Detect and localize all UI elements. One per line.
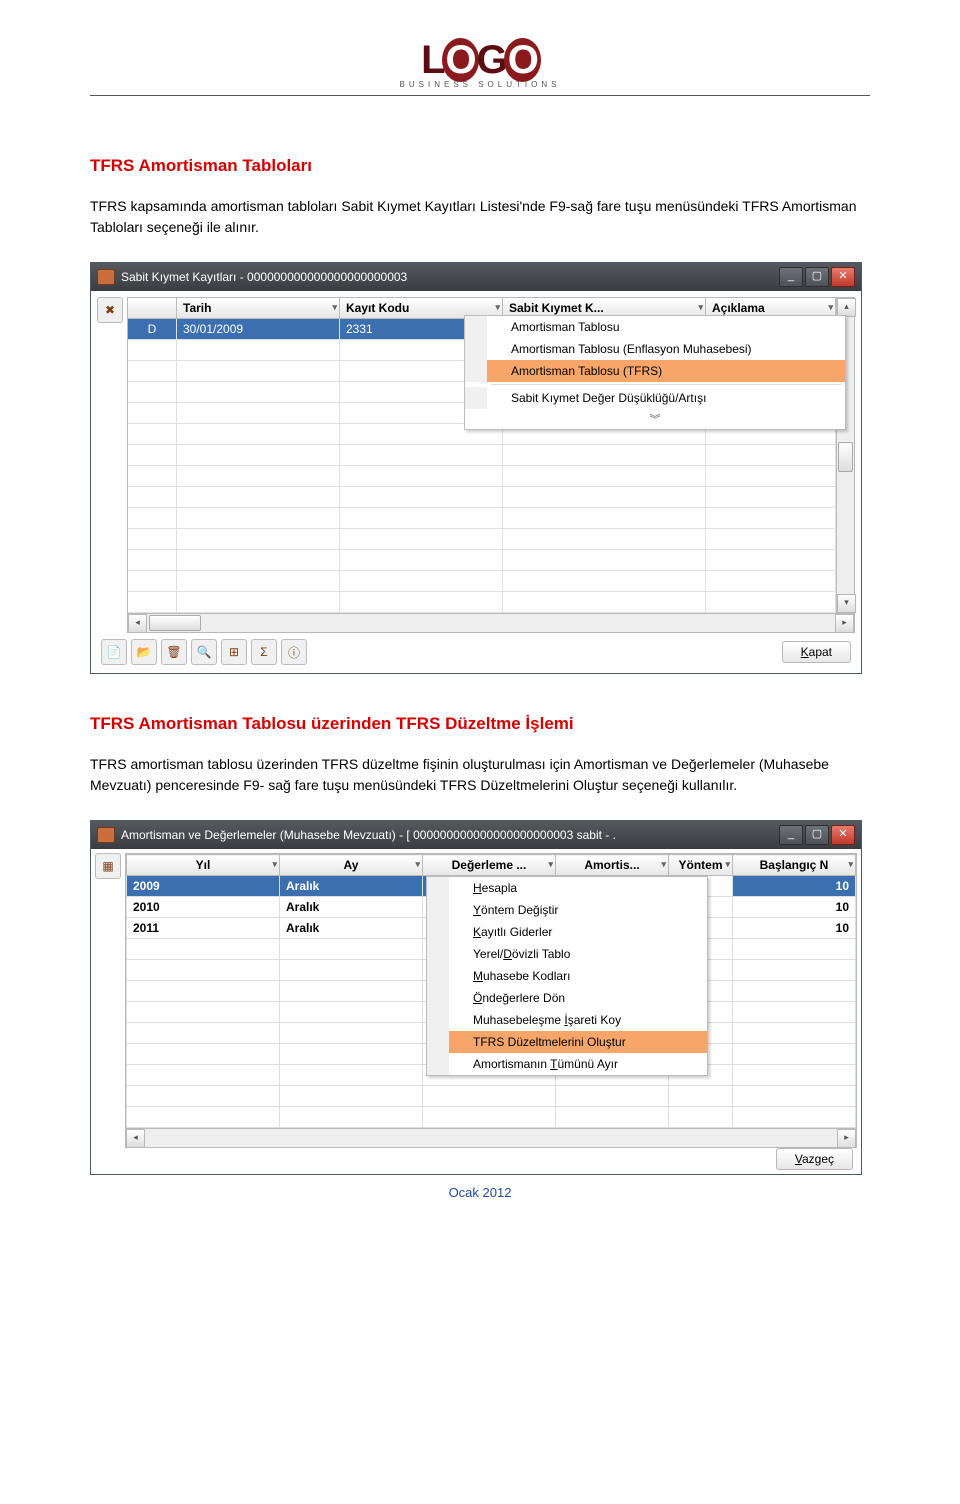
- footer-sum-icon[interactable]: Σ: [251, 639, 277, 665]
- grid-row-empty[interactable]: [128, 529, 836, 550]
- header-divider: [90, 95, 870, 96]
- kapat-button[interactable]: Kapat: [782, 641, 851, 663]
- ctx2-muhasebelesme[interactable]: Muhasebeleşme İşareti Koy: [427, 1009, 707, 1031]
- ctx2-amortisman-tumunu[interactable]: Amortismanın Tümünü Ayır: [427, 1053, 707, 1075]
- ctx2-tfrs-duzeltme[interactable]: TFRS Düzeltmelerini Oluştur: [427, 1031, 707, 1053]
- col2-yontem[interactable]: Yöntem▾: [669, 855, 733, 876]
- ctx-expand-chevron[interactable]: ︾: [465, 409, 845, 429]
- titlebar2: Amortisman ve Değerlemeler (Muhasebe Mev…: [91, 821, 861, 849]
- titlebar: Sabit Kıymet Kayıtları - 000000000000000…: [91, 263, 861, 291]
- window-footer: 📄 📂 🗑 🔍 ⊞ Σ ⓘ Kapat: [97, 633, 855, 667]
- cell-last: 10: [733, 876, 856, 897]
- cell-last: 10: [733, 897, 856, 918]
- col2-degerleme[interactable]: Değerleme ...▾: [423, 855, 556, 876]
- page-footer: Ocak 2012: [90, 1185, 870, 1200]
- cell-date: 30/01/2009: [177, 319, 340, 339]
- grid-hscroll[interactable]: ◂ ▸: [128, 613, 854, 632]
- close-button[interactable]: ✕: [831, 267, 855, 287]
- window-title: Sabit Kıymet Kayıtları - 000000000000000…: [121, 270, 773, 284]
- close-button[interactable]: ✕: [831, 825, 855, 845]
- grid-row-empty[interactable]: [128, 445, 836, 466]
- footer-delete-icon[interactable]: 🗑: [161, 639, 187, 665]
- ctx-item-tfrs[interactable]: Amortisman Tablosu (TFRS): [465, 360, 845, 382]
- section2-body: TFRS amortisman tablosu üzerinden TFRS d…: [90, 754, 870, 796]
- grid: Tarih▾ Kayıt Kodu▾ Sabit Kıymet K...▾ Aç…: [127, 297, 855, 633]
- grid2-row-empty[interactable]: [127, 1107, 856, 1128]
- footer-open-icon[interactable]: 📂: [131, 639, 157, 665]
- ctx2-ondegerlere-don[interactable]: Öndeğerlere Dön: [427, 987, 707, 1009]
- scroll-right-button[interactable]: ▸: [837, 1129, 856, 1148]
- col2-yil[interactable]: Yıl▾: [127, 855, 280, 876]
- maximize-button[interactable]: ▢: [805, 825, 829, 845]
- scroll-thumb-h[interactable]: [149, 615, 201, 631]
- cell-ay: Aralık: [280, 876, 423, 897]
- window-toolbar-icon[interactable]: ✖: [97, 297, 123, 323]
- ctx2-hesapla[interactable]: Hesapla: [427, 877, 707, 899]
- window-icon: [97, 269, 115, 285]
- logo-tagline: BUSINESS SOLUTIONS: [90, 80, 870, 89]
- footer-grid-icon[interactable]: ⊞: [221, 639, 247, 665]
- footer-search-icon[interactable]: 🔍: [191, 639, 217, 665]
- ctx-separator: [491, 384, 841, 385]
- ctx-item-deger-dusuklugu[interactable]: Sabit Kıymet Değer Düşüklüğü/Artışı: [465, 387, 845, 409]
- window-amortisman-degerlemeler: Amortisman ve Değerlemeler (Muhasebe Mev…: [90, 820, 862, 1175]
- ctx2-yontem-degistir[interactable]: Yöntem Değiştir: [427, 899, 707, 921]
- scroll-right-button[interactable]: ▸: [835, 614, 854, 633]
- grid-row-empty[interactable]: [128, 487, 836, 508]
- cell-yil: 2010: [127, 897, 280, 918]
- grid-row-empty[interactable]: [128, 508, 836, 529]
- grid2-row-empty[interactable]: [127, 1086, 856, 1107]
- cell-yil: 2011: [127, 918, 280, 939]
- col2-amortis[interactable]: Amortis...▾: [556, 855, 669, 876]
- minimize-button[interactable]: _: [779, 825, 803, 845]
- context-menu: Amortisman Tablosu Amortisman Tablosu (E…: [464, 315, 846, 430]
- section2-title: TFRS Amortisman Tablosu üzerinden TFRS D…: [90, 714, 870, 734]
- cell-flag: D: [128, 319, 177, 339]
- col2-ay[interactable]: Ay▾: [280, 855, 423, 876]
- cell-last: 10: [733, 918, 856, 939]
- cell-ay: Aralık: [280, 918, 423, 939]
- cell-yil: 2009: [127, 876, 280, 897]
- logo-block: LOGO BUSINESS SOLUTIONS: [90, 40, 870, 89]
- grid-row-empty[interactable]: [128, 550, 836, 571]
- grid2-wrap: Yıl▾ Ay▾ Değerleme ...▾ Amortis...▾ Yönt…: [125, 853, 857, 1148]
- ctx2-muhasebe-kodlari[interactable]: Muhasebe Kodları: [427, 965, 707, 987]
- footer-new-icon[interactable]: 📄: [101, 639, 127, 665]
- grid2-hscroll[interactable]: ◂ ▸: [126, 1128, 856, 1147]
- cell-ay: Aralık: [280, 897, 423, 918]
- grid2-header: Yıl▾ Ay▾ Değerleme ...▾ Amortis...▾ Yönt…: [127, 855, 856, 876]
- vazgec-button[interactable]: Vazgeç: [776, 1148, 853, 1170]
- ctx-item-amortisman-tablosu[interactable]: Amortisman Tablosu: [465, 316, 845, 338]
- col2-baslangic[interactable]: Başlangıç N▾: [733, 855, 856, 876]
- ctx2-yerel-dovizli[interactable]: Yerel/Dövizli Tablo: [427, 943, 707, 965]
- window-icon: [97, 827, 115, 843]
- scroll-down-button[interactable]: ▾: [837, 594, 856, 613]
- logo-text: LOGO: [90, 40, 870, 80]
- ctx2-kayitli-giderler[interactable]: Kayıtlı Giderler: [427, 921, 707, 943]
- window-sabit-kiymet: Sabit Kıymet Kayıtları - 000000000000000…: [90, 262, 862, 674]
- window2-title: Amortisman ve Değerlemeler (Muhasebe Mev…: [121, 828, 773, 842]
- section1-title: TFRS Amortisman Tabloları: [90, 156, 870, 176]
- grid-row-empty[interactable]: [128, 466, 836, 487]
- maximize-button[interactable]: ▢: [805, 267, 829, 287]
- ctx-item-enflasyon[interactable]: Amortisman Tablosu (Enflasyon Muhasebesi…: [465, 338, 845, 360]
- grid-row-empty[interactable]: [128, 592, 836, 613]
- minimize-button[interactable]: _: [779, 267, 803, 287]
- grid-row-empty[interactable]: [128, 571, 836, 592]
- section1-body: TFRS kapsamında amortisman tabloları Sab…: [90, 196, 870, 238]
- footer-info-icon[interactable]: ⓘ: [281, 639, 307, 665]
- scroll-left-button[interactable]: ◂: [128, 614, 147, 633]
- window2-toolbar-icon[interactable]: ▦: [95, 853, 121, 879]
- col-head[interactable]: [128, 298, 177, 318]
- scroll-left-button[interactable]: ◂: [126, 1129, 145, 1148]
- col-head-tarih[interactable]: Tarih▾: [177, 298, 340, 318]
- scroll-thumb[interactable]: [838, 442, 853, 472]
- context-menu-2: Hesapla Yöntem Değiştir Kayıtlı Giderler…: [426, 876, 708, 1076]
